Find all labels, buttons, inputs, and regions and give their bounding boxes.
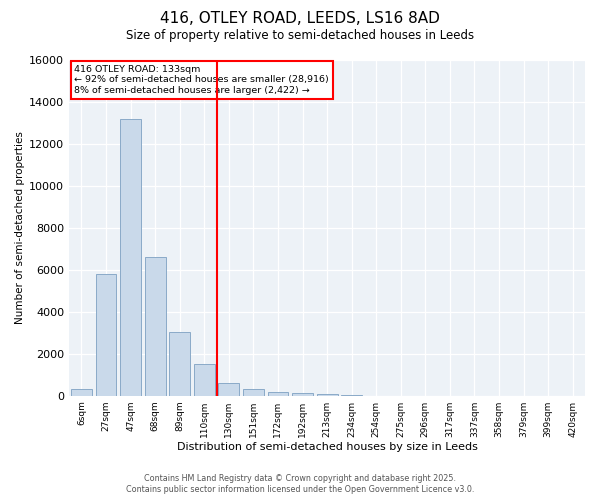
Text: 416 OTLEY ROAD: 133sqm
← 92% of semi-detached houses are smaller (28,916)
8% of : 416 OTLEY ROAD: 133sqm ← 92% of semi-det… [74,65,329,95]
Bar [268,392,289,396]
Bar [341,394,362,396]
Y-axis label: Number of semi-detached properties: Number of semi-detached properties [15,132,25,324]
Bar [71,390,92,396]
Text: Size of property relative to semi-detached houses in Leeds: Size of property relative to semi-detach… [126,29,474,42]
Bar [317,394,338,396]
Bar [243,390,264,396]
Bar [120,118,141,396]
Text: 416, OTLEY ROAD, LEEDS, LS16 8AD: 416, OTLEY ROAD, LEEDS, LS16 8AD [160,11,440,26]
Text: Contains HM Land Registry data © Crown copyright and database right 2025.
Contai: Contains HM Land Registry data © Crown c… [126,474,474,494]
Bar [218,383,239,396]
Bar [145,257,166,396]
Bar [194,364,215,396]
Bar [95,274,116,396]
Bar [169,332,190,396]
Bar [292,392,313,396]
X-axis label: Distribution of semi-detached houses by size in Leeds: Distribution of semi-detached houses by … [176,442,478,452]
